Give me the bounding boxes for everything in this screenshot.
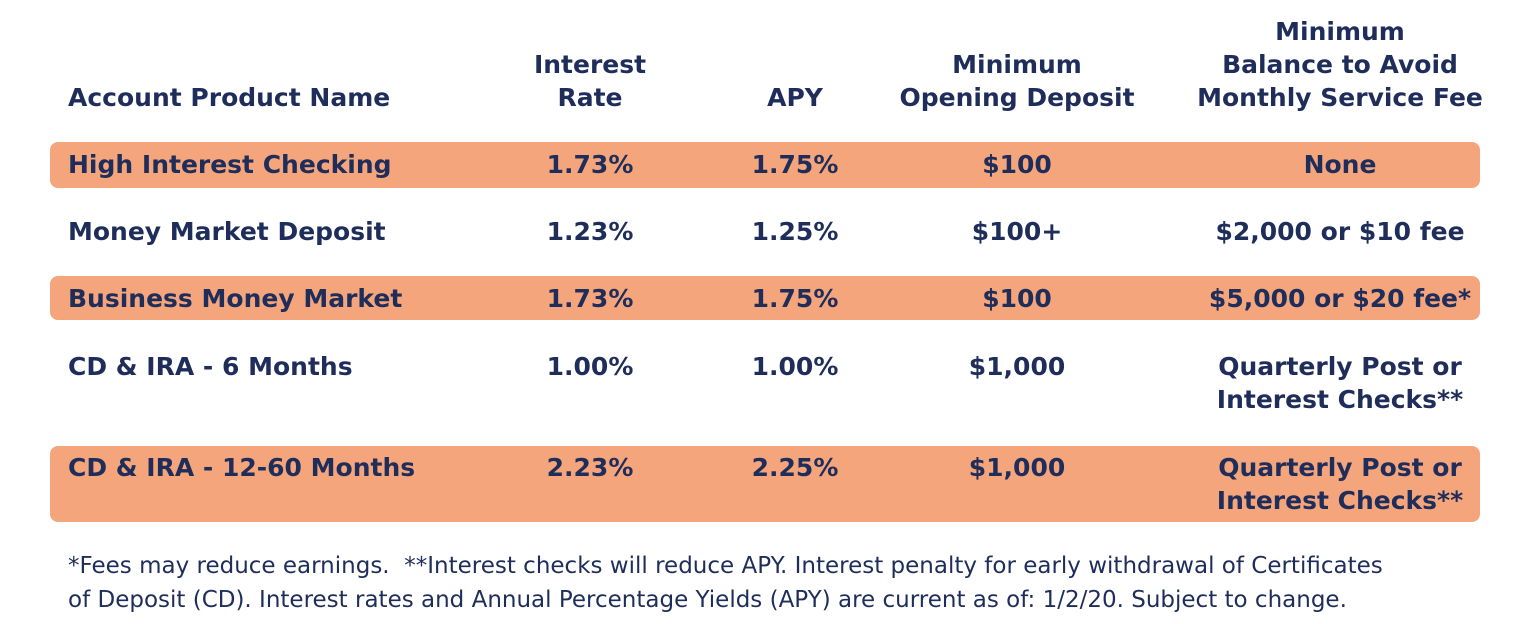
- product-name: High Interest Checking: [68, 150, 392, 179]
- footnote: *Fees may reduce earnings. **Interest ch…: [68, 553, 1383, 579]
- table-cell: 1.73%: [546, 150, 634, 179]
- table-cell: 2.23%: [546, 453, 634, 482]
- table-cell: 2.25%: [751, 453, 839, 482]
- header-cell: Interest: [533, 50, 647, 79]
- table-cell: 1.23%: [546, 217, 634, 246]
- row-highlight: [50, 142, 1480, 188]
- product-name: CD & IRA - 12-60 Months: [68, 453, 416, 482]
- table-cell: $2,000 or $10 fee: [1215, 217, 1465, 246]
- header-cell: Monthly Service Fee: [1197, 83, 1483, 112]
- table-cell: Quarterly Post or: [1218, 453, 1462, 482]
- header-cell: Opening Deposit: [899, 83, 1135, 112]
- table-cell: Interest Checks**: [1216, 486, 1464, 515]
- table-cell: Quarterly Post or: [1218, 352, 1462, 381]
- header-cell: Balance to Avoid: [1222, 50, 1458, 79]
- row-highlight: [50, 276, 1480, 320]
- row-highlight: [50, 446, 1480, 522]
- table-cell: None: [1303, 150, 1377, 179]
- table-cell: 1.00%: [751, 352, 839, 381]
- table-cell: $5,000 or $20 fee*: [1208, 284, 1472, 313]
- header-cell: Rate: [557, 83, 623, 112]
- table-cell: 1.25%: [751, 217, 839, 246]
- table-cell: 1.73%: [546, 284, 634, 313]
- table-cell: $1,000: [968, 352, 1066, 381]
- header-cell: APY: [767, 83, 823, 112]
- footnote: of Deposit (CD). Interest rates and Annu…: [68, 587, 1347, 613]
- header-cell: Minimum: [1275, 17, 1405, 46]
- table-cell: $100: [982, 284, 1052, 313]
- table-cell: 1.75%: [751, 284, 839, 313]
- product-name: Business Money Market: [68, 284, 403, 313]
- table-cell: 1.00%: [546, 352, 634, 381]
- header-cell: Minimum: [952, 50, 1082, 79]
- table-cell: $100+: [971, 217, 1063, 246]
- table-cell: Interest Checks**: [1216, 385, 1464, 414]
- table-cell: 1.75%: [751, 150, 839, 179]
- product-name: CD & IRA - 6 Months: [68, 352, 353, 381]
- header-cell: Account Product Name: [68, 83, 391, 112]
- product-name: Money Market Deposit: [68, 217, 386, 246]
- table-cell: $1,000: [968, 453, 1066, 482]
- table-cell: $100: [982, 150, 1052, 179]
